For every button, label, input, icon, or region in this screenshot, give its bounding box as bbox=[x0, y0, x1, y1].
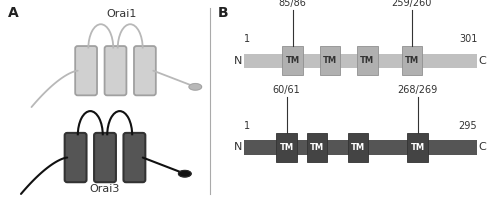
FancyBboxPatch shape bbox=[94, 133, 116, 182]
Text: A: A bbox=[8, 6, 19, 20]
FancyBboxPatch shape bbox=[64, 133, 86, 182]
FancyBboxPatch shape bbox=[75, 46, 97, 95]
Text: C: C bbox=[478, 56, 486, 66]
Text: TM: TM bbox=[286, 56, 300, 65]
FancyBboxPatch shape bbox=[402, 46, 422, 75]
Text: B: B bbox=[218, 6, 228, 20]
Text: 295: 295 bbox=[458, 121, 477, 131]
FancyBboxPatch shape bbox=[320, 46, 340, 75]
FancyBboxPatch shape bbox=[307, 133, 328, 162]
Polygon shape bbox=[189, 84, 202, 90]
FancyBboxPatch shape bbox=[134, 46, 156, 95]
FancyBboxPatch shape bbox=[348, 133, 368, 162]
Text: TM: TM bbox=[351, 143, 365, 152]
FancyBboxPatch shape bbox=[282, 46, 303, 75]
Text: TM: TM bbox=[323, 56, 337, 65]
FancyBboxPatch shape bbox=[244, 54, 477, 68]
Text: TM: TM bbox=[310, 143, 324, 152]
Text: TM: TM bbox=[360, 56, 374, 65]
Text: N: N bbox=[234, 56, 242, 66]
Text: TM: TM bbox=[404, 56, 419, 65]
Text: 1: 1 bbox=[244, 34, 250, 44]
Text: TM: TM bbox=[410, 143, 424, 152]
Text: 85/86: 85/86 bbox=[278, 0, 306, 8]
Text: N: N bbox=[234, 142, 242, 153]
FancyBboxPatch shape bbox=[104, 46, 126, 95]
FancyBboxPatch shape bbox=[357, 46, 378, 75]
Text: 268/269: 268/269 bbox=[398, 85, 438, 95]
FancyBboxPatch shape bbox=[124, 133, 146, 182]
Text: 1: 1 bbox=[244, 121, 250, 131]
Text: Orai1: Orai1 bbox=[106, 9, 137, 19]
Text: 60/61: 60/61 bbox=[273, 85, 300, 95]
Text: C: C bbox=[478, 142, 486, 153]
Text: 301: 301 bbox=[459, 34, 477, 44]
Text: Orai3: Orai3 bbox=[90, 184, 120, 194]
FancyBboxPatch shape bbox=[408, 133, 428, 162]
FancyBboxPatch shape bbox=[244, 140, 477, 155]
Text: 259/260: 259/260 bbox=[392, 0, 432, 8]
Polygon shape bbox=[178, 170, 191, 177]
FancyBboxPatch shape bbox=[276, 133, 297, 162]
Text: TM: TM bbox=[280, 143, 294, 152]
